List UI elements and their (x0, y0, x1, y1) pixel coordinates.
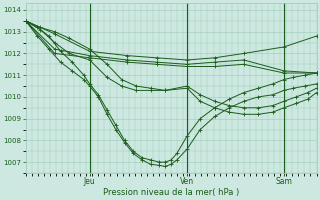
X-axis label: Pression niveau de la mer( hPa ): Pression niveau de la mer( hPa ) (103, 188, 239, 197)
